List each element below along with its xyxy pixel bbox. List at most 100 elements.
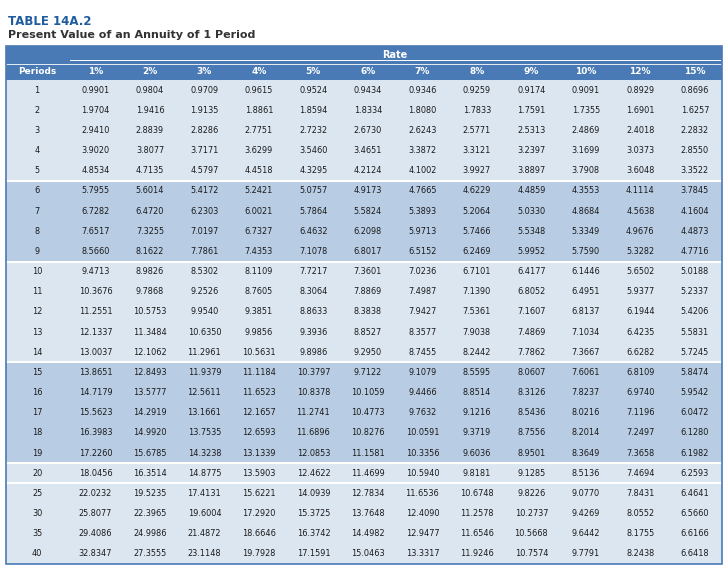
Bar	[286, 403, 341, 423]
Bar	[177, 423, 232, 443]
Text: 12.1337: 12.1337	[79, 328, 112, 337]
Bar	[232, 261, 286, 282]
Bar	[177, 161, 232, 181]
Text: 1.7833: 1.7833	[463, 106, 491, 115]
Bar	[68, 544, 123, 564]
Text: 5.6502: 5.6502	[626, 267, 654, 276]
Text: 8.5660: 8.5660	[82, 247, 110, 256]
Text: 7.4353: 7.4353	[245, 247, 273, 256]
Bar	[668, 261, 722, 282]
Bar	[504, 503, 558, 524]
Bar	[395, 161, 450, 181]
Text: 4.1002: 4.1002	[408, 166, 437, 176]
Bar	[558, 423, 613, 443]
Text: 7.4987: 7.4987	[408, 287, 437, 296]
Text: 6.4235: 6.4235	[626, 328, 654, 337]
Bar	[341, 201, 395, 221]
Bar	[504, 524, 558, 544]
Text: 18.0456: 18.0456	[79, 469, 112, 478]
Text: 4.4859: 4.4859	[517, 186, 545, 195]
Text: 19.5235: 19.5235	[133, 489, 167, 498]
Bar	[123, 423, 177, 443]
Bar	[450, 342, 504, 362]
Bar	[613, 423, 668, 443]
Text: 1.8594: 1.8594	[299, 106, 328, 115]
Text: 10.8378: 10.8378	[297, 388, 330, 397]
Bar	[286, 282, 341, 302]
Text: 8.0552: 8.0552	[626, 509, 654, 518]
Text: 4.1604: 4.1604	[681, 207, 709, 216]
Text: 6.1982: 6.1982	[681, 449, 709, 458]
Text: 16.3983: 16.3983	[79, 428, 112, 437]
Bar	[395, 282, 450, 302]
Bar	[68, 362, 123, 382]
Bar	[613, 80, 668, 100]
Text: 8.8514: 8.8514	[462, 388, 491, 397]
Text: 8.3064: 8.3064	[299, 287, 328, 296]
Bar	[613, 64, 668, 80]
Bar	[341, 80, 395, 100]
Text: 5: 5	[34, 166, 39, 176]
Bar	[232, 282, 286, 302]
Text: 10.5753: 10.5753	[133, 307, 167, 316]
Text: 10.2737: 10.2737	[515, 509, 548, 518]
Text: 12.5611: 12.5611	[188, 388, 221, 397]
Bar	[450, 503, 504, 524]
Bar	[558, 483, 613, 503]
Text: Present Value of an Annuity of 1 Period: Present Value of an Annuity of 1 Period	[8, 30, 256, 40]
Bar	[123, 382, 177, 403]
Text: 2%: 2%	[142, 68, 157, 77]
Text: 7.3658: 7.3658	[626, 449, 654, 458]
Bar	[504, 100, 558, 120]
Text: 8.5595: 8.5595	[463, 368, 491, 377]
Text: 12.4622: 12.4622	[296, 469, 331, 478]
Bar	[395, 80, 450, 100]
Bar	[558, 140, 613, 161]
Bar	[232, 221, 286, 241]
Text: 6.4720: 6.4720	[135, 207, 164, 216]
Text: 4.4873: 4.4873	[681, 227, 709, 236]
Text: 12.0853: 12.0853	[297, 449, 330, 458]
Text: 7.3667: 7.3667	[571, 348, 600, 357]
Bar	[286, 241, 341, 261]
Bar	[395, 463, 450, 483]
Bar	[450, 524, 504, 544]
Bar	[232, 181, 286, 201]
Bar	[613, 524, 668, 544]
Text: 4.2124: 4.2124	[354, 166, 382, 176]
Bar	[395, 322, 450, 342]
Bar	[395, 261, 450, 282]
Text: 7: 7	[34, 207, 39, 216]
Text: 14.7179: 14.7179	[79, 388, 112, 397]
Bar	[177, 64, 232, 80]
Text: 5.0757: 5.0757	[299, 186, 328, 195]
Bar	[232, 322, 286, 342]
Bar	[123, 443, 177, 463]
Text: 17.2920: 17.2920	[242, 509, 276, 518]
Bar	[395, 362, 450, 382]
Text: 4.9676: 4.9676	[626, 227, 654, 236]
Text: 7.1034: 7.1034	[571, 328, 600, 337]
Bar	[123, 64, 177, 80]
Text: 8.7556: 8.7556	[517, 428, 545, 437]
Text: 9.6036: 9.6036	[462, 449, 491, 458]
Bar	[232, 362, 286, 382]
Text: 9.6442: 9.6442	[571, 529, 600, 538]
Bar	[123, 483, 177, 503]
Bar	[68, 120, 123, 140]
Text: 9.7122: 9.7122	[354, 368, 382, 377]
Bar	[286, 342, 341, 362]
Bar	[68, 221, 123, 241]
Bar	[177, 282, 232, 302]
Bar	[123, 241, 177, 261]
Text: 10.0591: 10.0591	[405, 428, 439, 437]
Text: 5.7590: 5.7590	[571, 247, 600, 256]
Bar	[504, 443, 558, 463]
Text: 1.8334: 1.8334	[354, 106, 382, 115]
Bar	[504, 64, 558, 80]
Bar	[504, 181, 558, 201]
Text: 1.9135: 1.9135	[190, 106, 218, 115]
Bar	[177, 201, 232, 221]
Bar	[177, 382, 232, 403]
Text: 11.4699: 11.4699	[351, 469, 384, 478]
